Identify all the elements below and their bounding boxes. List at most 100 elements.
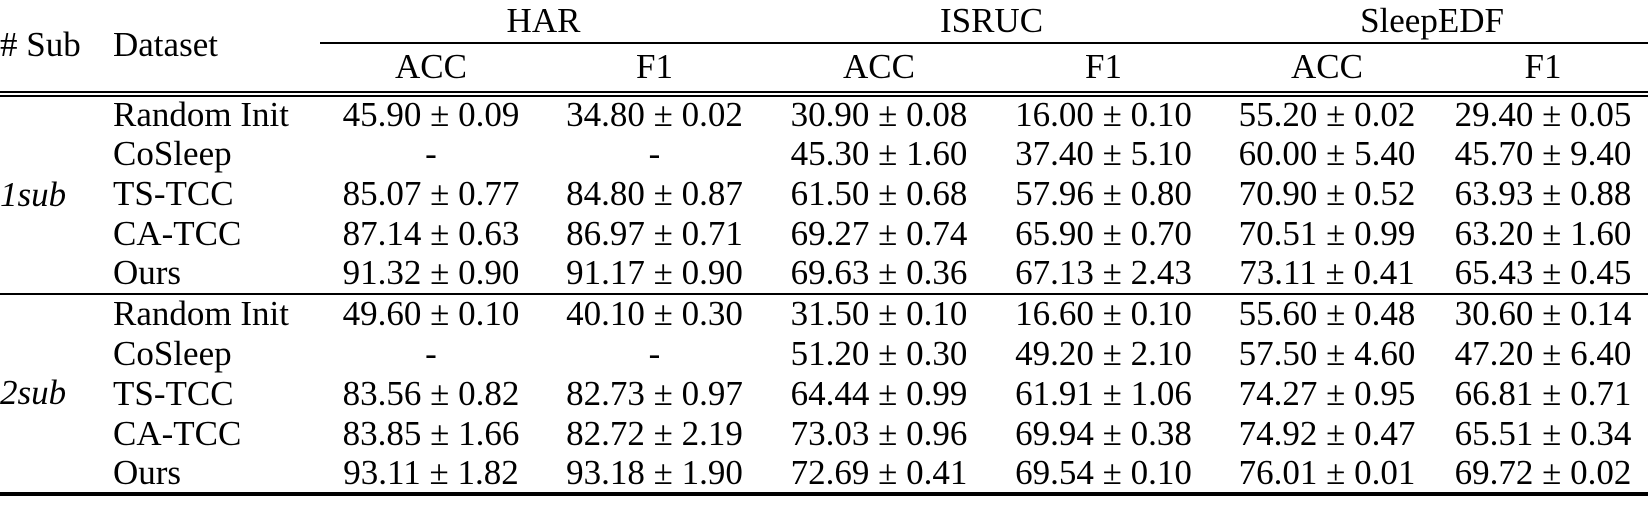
table-header: # Sub Dataset HAR ISRUC SleepEDF ACC F1 … xyxy=(0,0,1648,94)
method-name: CA-TCC xyxy=(113,413,242,453)
metric-value: 82.72 ± 2.19 xyxy=(566,413,743,453)
metric-value: 65.43 ± 0.45 xyxy=(1454,253,1632,293)
col-header-har-f1: F1 xyxy=(636,47,673,87)
method-name: CA-TCC xyxy=(113,213,242,253)
metric-value: 45.90 ± 0.09 xyxy=(342,95,520,135)
method-name: CoSleep xyxy=(113,133,232,173)
metric-value: 74.27 ± 0.95 xyxy=(1238,373,1416,413)
table-row: TS-TCC 83.56 ± 0.82 82.73 ± 0.97 64.44 ± 0.… xyxy=(0,374,1648,414)
metric-value: 29.40 ± 0.05 xyxy=(1454,95,1632,135)
method-name: CoSleep xyxy=(113,333,232,373)
metric-value: 65.51 ± 0.34 xyxy=(1454,413,1632,453)
table-row: CA-TCC 83.85 ± 1.66 82.72 ± 2.19 73.03 ± 0.… xyxy=(0,414,1648,454)
table-row: CoSleep - - 45.30 ± 1.60 37.40 ± 5.10 60.00 ±… xyxy=(0,134,1648,174)
metric-value: 57.96 ± 0.80 xyxy=(1015,173,1192,213)
method-name: TS-TCC xyxy=(113,373,234,413)
metric-value: 65.90 ± 0.70 xyxy=(1015,213,1192,253)
table-row: 2sub Random Init 49.60 ± 0.10 40.10 ± 0.30 3… xyxy=(0,294,1648,411)
table-row: CA-TCC 87.14 ± 0.63 86.97 ± 0.71 69.27 ± 0.… xyxy=(0,214,1648,254)
metric-value: - xyxy=(648,333,661,373)
metric-value: 47.20 ± 6.40 xyxy=(1454,333,1632,373)
metric-value: 45.70 ± 9.40 xyxy=(1454,133,1632,173)
group-1sub-body: 1sub Random Init 45.90 ± 0.09 34.80 ± 0.02 3… xyxy=(0,94,1648,294)
col-group-isruc: ISRUC xyxy=(767,0,1216,44)
table-row: TS-TCC 85.07 ± 0.77 84.80 ± 0.87 61.50 ± 0.… xyxy=(0,174,1648,214)
group-label-2sub: 2sub xyxy=(0,373,67,413)
method-name: Ours xyxy=(113,452,182,492)
metric-value: 84.80 ± 0.87 xyxy=(566,173,743,213)
metric-value: - xyxy=(425,133,437,173)
metric-value: 16.00 ± 0.10 xyxy=(1015,95,1192,135)
table-row: Ours 91.32 ± 0.90 91.17 ± 0.90 69.63 ± 0.36… xyxy=(0,254,1648,294)
col-group-sleepedf: SleepEDF xyxy=(1216,0,1648,44)
metric-value: 61.50 ± 0.68 xyxy=(790,173,968,213)
table-row: CoSleep - - 51.20 ± 0.30 49.20 ± 2.10 57.50 ±… xyxy=(0,334,1648,374)
metric-value: 69.63 ± 0.36 xyxy=(790,253,968,293)
results-table: # Sub Dataset HAR ISRUC SleepEDF ACC F1 … xyxy=(0,0,1648,496)
metric-value: 82.73 ± 0.97 xyxy=(566,373,743,413)
col-header-dataset: Dataset xyxy=(113,25,218,65)
metric-value: 63.20 ± 1.60 xyxy=(1454,213,1632,253)
metric-value: 66.81 ± 0.71 xyxy=(1454,373,1632,413)
metric-value: - xyxy=(648,133,661,173)
metric-value: 45.30 ± 1.60 xyxy=(790,133,968,173)
metric-value: 91.32 ± 0.90 xyxy=(342,253,520,293)
metric-value: 86.97 ± 0.71 xyxy=(566,213,743,253)
method-name: Random Init xyxy=(113,294,289,334)
metric-value: 55.60 ± 0.48 xyxy=(1238,294,1416,334)
metric-value: 69.72 ± 0.02 xyxy=(1454,452,1632,492)
header-row-metrics: ACC F1 ACC F1 ACC F1 xyxy=(0,43,1648,94)
table-row: Ours 93.11 ± 1.82 93.18 ± 1.90 72.69 ± 0.41… xyxy=(0,454,1648,494)
col-header-isruc-f1: F1 xyxy=(1085,47,1122,87)
method-name: Ours xyxy=(113,253,182,293)
col-header-sleepedf-f1: F1 xyxy=(1524,47,1562,87)
metric-value: 57.50 ± 4.60 xyxy=(1238,333,1416,373)
metric-value: 60.00 ± 5.40 xyxy=(1238,133,1416,173)
metric-value: - xyxy=(425,333,437,373)
col-group-har: HAR xyxy=(320,0,767,44)
table-row: 1sub Random Init 45.90 ± 0.09 34.80 ± 0.02 3… xyxy=(0,94,1648,212)
metric-value: 91.17 ± 0.90 xyxy=(566,253,743,293)
header-row-groups: # Sub Dataset HAR ISRUC SleepEDF xyxy=(0,0,1648,63)
metric-value: 55.20 ± 0.02 xyxy=(1238,95,1416,135)
metric-value: 67.13 ± 2.43 xyxy=(1015,253,1192,293)
metric-value: 49.60 ± 0.10 xyxy=(342,294,520,334)
metric-value: 63.93 ± 0.88 xyxy=(1454,173,1632,213)
col-header-num-sub: # Sub xyxy=(0,25,81,65)
metric-value: 74.92 ± 0.47 xyxy=(1238,413,1416,453)
metric-value: 73.03 ± 0.96 xyxy=(790,413,968,453)
metric-value: 69.94 ± 0.38 xyxy=(1015,413,1192,453)
metric-value: 72.69 ± 0.41 xyxy=(790,452,968,492)
metric-value: 61.91 ± 1.06 xyxy=(1015,373,1192,413)
col-header-har-acc: ACC xyxy=(395,47,467,87)
group-label-1sub: 1sub xyxy=(0,174,67,214)
metric-value: 31.50 ± 0.10 xyxy=(790,294,968,334)
metric-value: 16.60 ± 0.10 xyxy=(1015,294,1192,334)
metric-value: 83.56 ± 0.82 xyxy=(342,373,520,413)
metric-value: 30.90 ± 0.08 xyxy=(790,95,968,135)
metric-value: 49.20 ± 2.10 xyxy=(1015,333,1192,373)
metric-value: 76.01 ± 0.01 xyxy=(1238,452,1416,492)
metric-value: 64.44 ± 0.99 xyxy=(790,373,968,413)
metric-value: 30.60 ± 0.14 xyxy=(1454,294,1632,334)
metric-value: 69.27 ± 0.74 xyxy=(790,213,968,253)
method-name: TS-TCC xyxy=(113,173,234,213)
metric-value: 40.10 ± 0.30 xyxy=(566,294,743,334)
metric-value: 93.11 ± 1.82 xyxy=(343,452,519,492)
metric-value: 85.07 ± 0.77 xyxy=(342,173,520,213)
metric-value: 34.80 ± 0.02 xyxy=(566,95,743,135)
metric-value: 37.40 ± 5.10 xyxy=(1015,133,1192,173)
col-header-sleepedf-acc: ACC xyxy=(1291,47,1363,87)
metric-value: 70.90 ± 0.52 xyxy=(1238,173,1416,213)
metric-value: 87.14 ± 0.63 xyxy=(342,213,520,253)
metric-value: 69.54 ± 0.10 xyxy=(1015,452,1192,492)
metric-value: 83.85 ± 1.66 xyxy=(342,413,520,453)
method-name: Random Init xyxy=(113,95,289,135)
metric-value: 70.51 ± 0.99 xyxy=(1238,213,1416,253)
metric-value: 51.20 ± 0.30 xyxy=(790,333,968,373)
metric-value: 93.18 ± 1.90 xyxy=(566,452,743,492)
col-header-isruc-acc: ACC xyxy=(843,47,915,87)
metric-value: 73.11 ± 0.41 xyxy=(1239,253,1415,293)
group-2sub-body: 2sub Random Init 49.60 ± 0.10 40.10 ± 0.30 3… xyxy=(0,294,1648,494)
